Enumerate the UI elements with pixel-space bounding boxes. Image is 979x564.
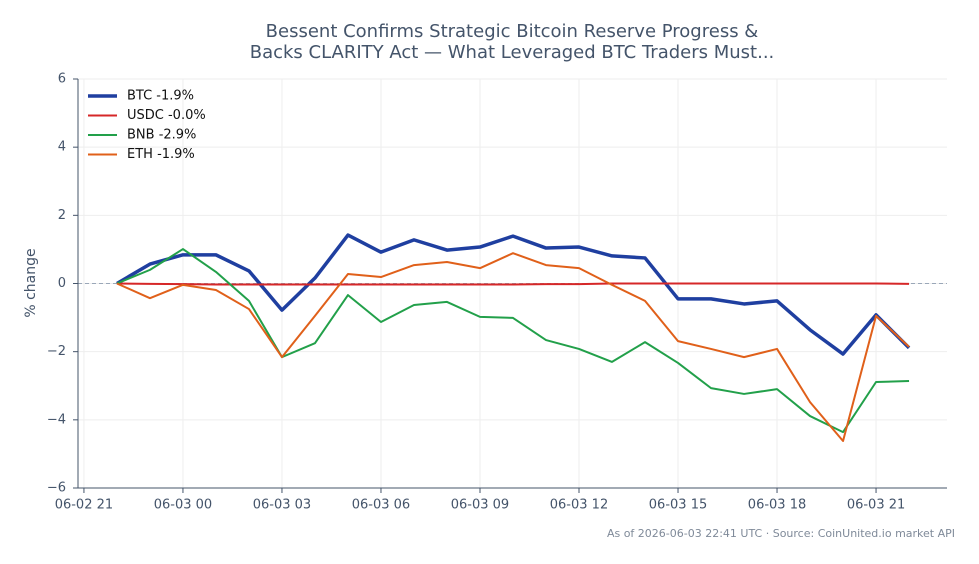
legend: BTC -1.9% USDC -0.0% BNB -2.9% ETH -1.9% [88,89,206,162]
series-line [116,282,910,286]
x-tick-label: 06-03 09 [451,498,509,513]
footer: As of 2026-06-03 22:41 UTC · Source: Coi… [607,527,955,540]
legend-label: USDC -0.0% [127,108,206,123]
y-axis-label: % change [23,248,39,317]
series-line [116,248,910,434]
x-tick-label: 06-03 03 [253,498,311,513]
y-tick-label: 2 [58,208,66,223]
x-tick-label: 06-03 12 [550,498,608,513]
x-tick-label: 06-03 00 [154,498,212,513]
chart-title: Bessent Confirms Strategic Bitcoin Reser… [266,21,759,42]
y-tick-label: −6 [47,481,66,496]
x-tick-label: 06-03 06 [352,498,410,513]
x-tick-label: 06-03 21 [847,498,905,513]
x-tick-label: 06-02 21 [55,498,113,513]
y-tick-label: −2 [47,344,66,359]
x-tick-label: 06-03 18 [748,498,806,513]
legend-label: BNB -2.9% [127,128,196,143]
y-tick-label: −4 [47,412,66,427]
x-tick-label: 06-03 15 [649,498,707,513]
y-tick-label: 6 [58,72,66,87]
chart-title: Backs CLARITY Act — What Leveraged BTC T… [250,42,775,63]
legend-label: ETH -1.9% [127,147,195,162]
y-tick-label: 0 [58,276,66,291]
y-tick-label: 4 [58,140,66,155]
series-line [116,233,911,356]
legend-label: BTC -1.9% [127,89,194,104]
series-line [116,252,910,442]
